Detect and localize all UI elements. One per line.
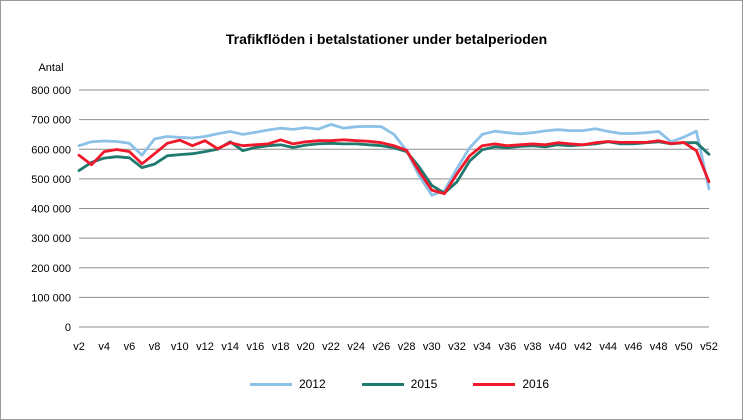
y-tick-label: 0 bbox=[65, 322, 71, 334]
x-tick-label: v44 bbox=[599, 341, 617, 353]
x-tick-label: v50 bbox=[675, 341, 693, 353]
legend-label-2015: 2015 bbox=[410, 377, 438, 391]
x-tick-label: v2 bbox=[73, 341, 85, 353]
legend-swatch-2012 bbox=[249, 382, 292, 386]
y-tick-label: 600 000 bbox=[31, 144, 71, 156]
x-tick-label: v40 bbox=[549, 341, 567, 353]
x-tick-label: v38 bbox=[524, 341, 542, 353]
x-tick-label: v16 bbox=[247, 341, 265, 353]
chart-title: Trafikflöden i betalstationer under beta… bbox=[225, 31, 548, 47]
legend-label-2012: 2012 bbox=[298, 377, 326, 391]
y-tick-label: 800 000 bbox=[31, 85, 71, 97]
x-tick-label: v42 bbox=[574, 341, 592, 353]
legend-swatch-2016 bbox=[473, 382, 516, 386]
x-tick-label: v20 bbox=[297, 341, 315, 353]
x-tick-label: v6 bbox=[124, 341, 136, 353]
y-tick-label: 500 000 bbox=[31, 174, 71, 186]
x-tick-label: v14 bbox=[221, 341, 239, 353]
x-tick-label: v48 bbox=[650, 341, 668, 353]
legend-item-2015: 2015 bbox=[361, 377, 438, 391]
y-axis-unit-label: Antal bbox=[38, 62, 64, 74]
x-tick-label: v12 bbox=[196, 341, 214, 353]
y-tick-label: 400 000 bbox=[31, 204, 71, 216]
legend-item-2016: 2016 bbox=[473, 377, 549, 391]
x-tick-label: v30 bbox=[423, 341, 441, 353]
x-tick-label: v24 bbox=[347, 341, 365, 353]
x-tick-label: v18 bbox=[272, 341, 290, 353]
x-tick-label: v36 bbox=[499, 341, 517, 353]
legend-label-2016: 2016 bbox=[522, 377, 550, 391]
y-tick-label: 700 000 bbox=[31, 115, 71, 127]
legend-swatch-2015 bbox=[361, 382, 404, 386]
y-tick-label: 200 000 bbox=[31, 263, 71, 275]
x-tick-label: v4 bbox=[98, 341, 110, 353]
x-tick-label: v22 bbox=[322, 341, 340, 353]
chart-legend: 2012 2015 2016 bbox=[1, 375, 742, 393]
x-tick-label: v46 bbox=[625, 341, 643, 353]
series-line-2016 bbox=[77, 138, 711, 196]
x-tick-label: v28 bbox=[398, 341, 416, 353]
x-tick-label: v34 bbox=[473, 341, 491, 353]
y-tick-label: 300 000 bbox=[31, 233, 71, 245]
x-tick-label: v52 bbox=[700, 341, 718, 353]
series-line-2012 bbox=[77, 123, 711, 197]
legend-item-2012: 2012 bbox=[249, 377, 326, 391]
x-tick-label: v26 bbox=[373, 341, 391, 353]
x-tick-label: v10 bbox=[171, 341, 189, 353]
x-tick-label: v32 bbox=[448, 341, 466, 353]
x-tick-label: v8 bbox=[149, 341, 161, 353]
y-tick-label: 100 000 bbox=[31, 292, 71, 304]
